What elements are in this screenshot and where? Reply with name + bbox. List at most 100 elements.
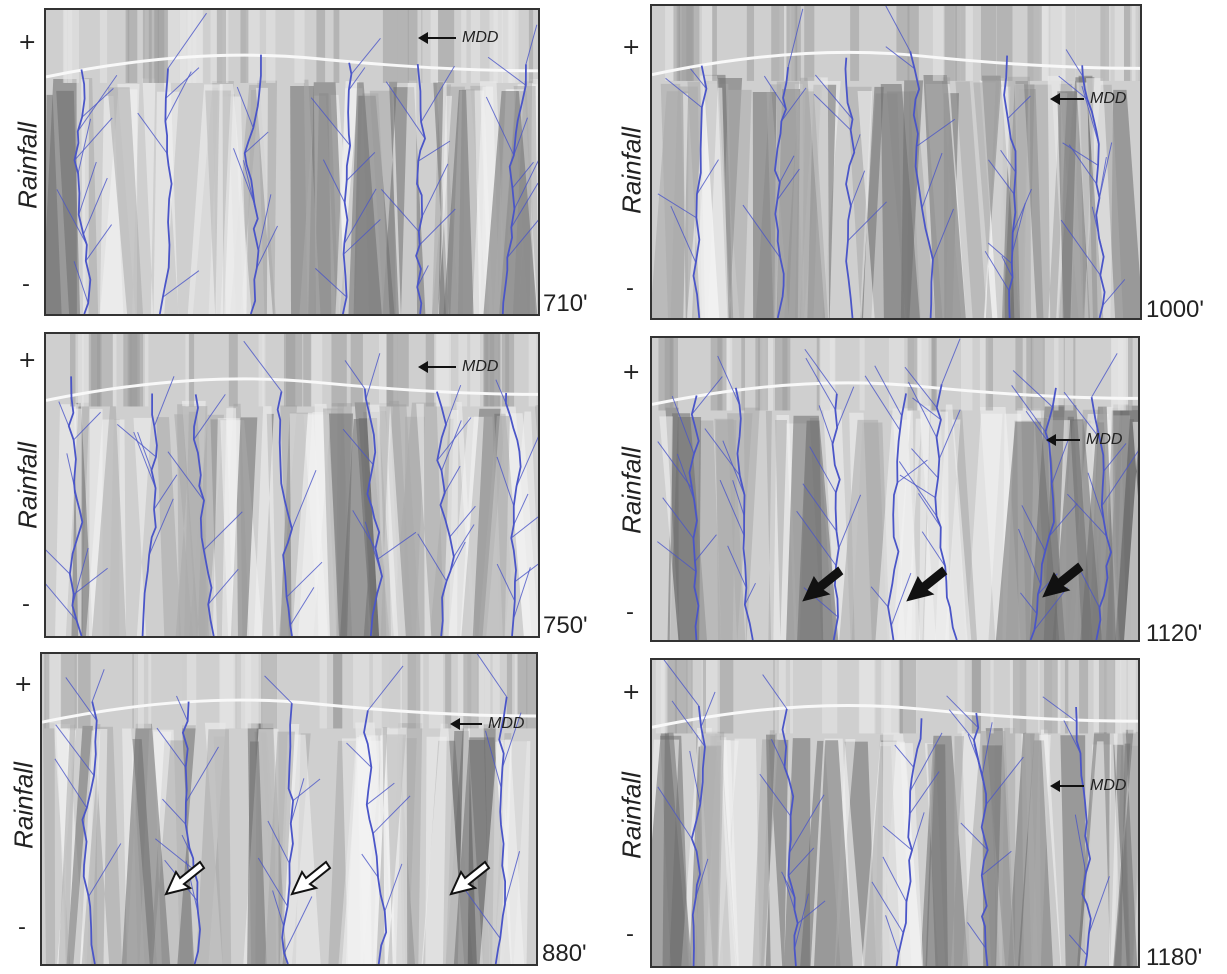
terrain-shading [230,417,258,636]
tributary-channel [346,152,376,181]
terrain-shading [755,338,760,411]
terrain-shading [461,10,467,83]
tributary-channel [1067,493,1107,537]
tributary-channel [759,773,791,817]
terrain-shading [1007,76,1032,318]
tributary-channel [441,420,462,471]
terrain-shading [382,10,398,83]
terrain-shading [457,654,468,729]
tributary-channel [58,401,70,427]
terrain-shading [1023,84,1066,318]
tributary-channel [384,863,403,912]
tributary-channel [871,881,904,934]
landscape-panel-710 [44,8,540,316]
tributary-channel [894,744,915,768]
tributary-channel [657,193,697,219]
terrain-shading [985,338,994,411]
tributary-channel [1062,142,1099,166]
panel-time-label: 880' [542,940,587,967]
mdd-marker: MDD [418,29,498,47]
tributary-channel [762,674,788,710]
tributary-channel [796,510,837,566]
terrain-shading [156,417,182,636]
tributary-channel [501,712,522,768]
terrain-shading [187,84,224,314]
terrain-shading [258,334,264,407]
tributary-channel [346,742,372,768]
tributary-channel [463,887,501,939]
landscape-panel-880 [40,652,538,966]
terrain-shading [157,10,168,83]
terrain-shading [695,420,721,640]
main-channel [276,391,293,636]
tributary-channel [73,411,101,441]
terrain-shading [67,10,79,83]
tributary-channel [476,654,508,698]
terrain-shading [655,660,665,734]
tributary-channel [46,583,78,622]
tributary-channel [81,88,114,118]
rainfall-axis-label: Rainfall [616,447,647,534]
tributary-channel [662,497,694,539]
tributary-channel [1012,188,1032,234]
tributary-channel [88,843,122,897]
main-channel [688,395,700,640]
tributary-channel [984,251,1010,291]
tributary-channel [77,118,92,174]
terrain-shading [899,660,917,734]
white-arrow-channel-marker [290,860,332,896]
tributary-channel [1081,85,1100,145]
tributary-channel [164,71,192,122]
main-channel [1003,55,1017,318]
terrain-shading [839,419,888,640]
terrain-shading [944,6,957,81]
terrain-shading [428,654,446,729]
terrain-shading [188,10,197,83]
mdd-label: MDD [1086,431,1123,448]
terrain-shading [1060,735,1086,966]
terrain-shading [366,404,406,636]
terrain-shading [348,82,382,314]
terrain-shading [401,80,418,314]
terrain-shading [483,90,538,314]
terrain-shading [665,660,677,734]
terrain-shading [1114,729,1138,966]
terrain-shading [980,6,997,81]
tributary-channel [510,182,538,228]
tributary-channel [780,87,807,122]
terrain-shading [88,334,102,407]
terrain-shading [786,6,797,81]
terrain-shading [687,81,704,318]
main-channel [781,708,799,966]
terrain-shading [99,10,108,83]
terrain-shading [470,10,481,83]
tributary-channel [921,531,946,567]
tributary-channel [485,96,515,156]
tributary-channel [487,56,527,86]
tributary-channel [1080,572,1100,608]
terrain-shading [686,660,693,734]
terrain-shading [716,420,737,640]
tributary-channel [514,563,538,583]
tributary-channel [874,365,903,417]
tributary-channel [1012,370,1053,408]
terrain-shading [443,654,452,729]
terrain-shading [286,334,303,407]
terrain-shading [1047,75,1062,318]
tributary-channel [185,746,219,803]
terrain-shading [932,338,937,411]
tributary-channel [818,405,834,445]
terrain-shading [341,738,373,964]
tributary-channel [156,727,187,768]
tributary-channel [787,8,804,68]
terrain-shading [516,654,528,729]
terrain-shading [1015,338,1023,411]
tributary-channel [73,261,89,304]
terrain-shading [123,334,132,407]
terrain-shading [448,416,484,636]
rainfall-axis-label: Rainfall [12,442,43,529]
terrain-shading [775,420,787,640]
tributary-channel [1025,410,1050,444]
terrain-shading [1114,6,1125,81]
terrain-shading [294,10,305,83]
